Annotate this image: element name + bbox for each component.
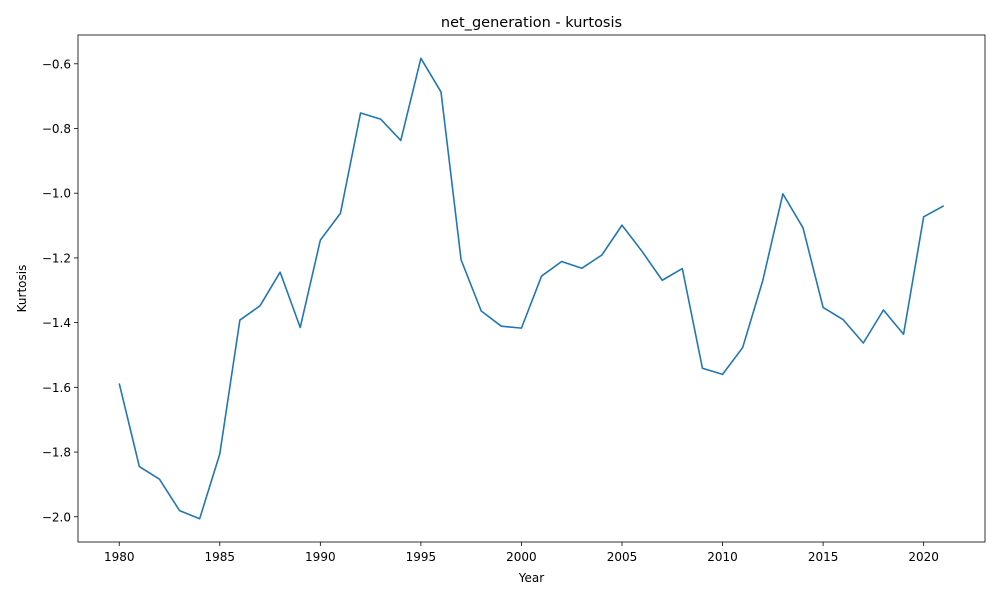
y-axis-ticks: −2.0 −1.8 −1.6 −1.4 −1.2 −1.0 −0.8 −0.6 <box>42 57 78 524</box>
x-axis-label: Year <box>518 571 544 585</box>
x-tick-label: 2020 <box>908 550 939 564</box>
x-tick-label: 2005 <box>607 550 638 564</box>
y-tick-label: −0.8 <box>42 122 71 136</box>
y-tick-label: −1.4 <box>42 316 71 330</box>
x-tick-label: 1985 <box>205 550 236 564</box>
y-tick-label: −1.6 <box>42 381 71 395</box>
x-tick-label: 2015 <box>808 550 839 564</box>
x-tick-label: 2000 <box>506 550 537 564</box>
x-tick-label: 2010 <box>707 550 738 564</box>
plot-frame <box>77 34 986 543</box>
x-tick-label: 1990 <box>305 550 336 564</box>
y-tick-label: −1.8 <box>42 446 71 460</box>
x-tick-label: 1995 <box>406 550 437 564</box>
x-tick-label: 1980 <box>104 550 135 564</box>
y-tick-label: −0.6 <box>42 57 71 71</box>
y-axis-label: Kurtosis <box>15 265 29 313</box>
x-axis-ticks: 1980 1985 1990 1995 2000 2005 2010 2015 2020 <box>104 542 939 564</box>
chart-title: net_generation - kurtosis <box>441 15 622 31</box>
y-tick-label: −1.2 <box>42 251 71 265</box>
y-tick-label: −2.0 <box>42 510 71 524</box>
y-tick-label: −1.0 <box>42 187 71 201</box>
kurtosis-series-line <box>118 57 945 520</box>
